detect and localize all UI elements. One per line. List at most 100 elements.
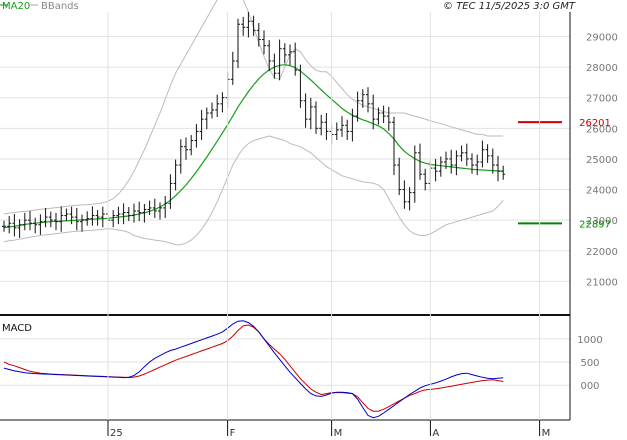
signal-series-line [3, 320, 504, 419]
price-bar [178, 139, 183, 174]
price-bar [438, 156, 443, 177]
price-bar [95, 210, 100, 226]
price-bar [168, 174, 173, 209]
price-bar [2, 220, 6, 232]
macd-y-tick-label: 1000 [577, 335, 602, 346]
price-bar [241, 16, 246, 36]
price-bar [470, 153, 474, 174]
price-bar [314, 101, 318, 134]
price-bar [7, 215, 12, 234]
ma20-legend-label: MA20 [2, 1, 30, 12]
price-bar [444, 151, 448, 170]
price-bar [85, 211, 90, 226]
price-bar [464, 143, 469, 166]
price-y-tick-label: 24000 [586, 186, 618, 197]
price-bar [12, 214, 17, 237]
price-bar [277, 39, 282, 81]
bbands-lower-line [3, 135, 504, 246]
header-legend: MA20 BBands © TEC 11/5/2025 3:0 GMT [0, 1, 576, 12]
price-bar [319, 114, 324, 136]
price-bar [376, 107, 381, 125]
price-bar [215, 94, 220, 117]
price-bar [308, 97, 313, 130]
price-y-tick-label: 23000 [586, 216, 618, 227]
price-bar [381, 105, 386, 124]
resistance-level-label: 26201 [579, 118, 611, 129]
price-bar [100, 206, 105, 228]
price-y-tick-label: 29000 [586, 32, 618, 43]
price-bar [386, 106, 391, 131]
price-bar [433, 158, 438, 182]
price-bar [210, 102, 214, 119]
price-bar [132, 203, 136, 223]
x-tick-label: M [542, 428, 551, 439]
price-bar [355, 91, 360, 122]
price-bar [230, 51, 235, 85]
support-level-label: 22897 [579, 219, 611, 230]
price-bar [397, 157, 402, 196]
price-bar [298, 64, 303, 108]
price-bar [485, 144, 490, 163]
x-tick-label: 25 [110, 428, 123, 439]
price-bar [340, 116, 344, 137]
price-bar [64, 208, 69, 222]
price-bar [303, 93, 308, 128]
price-bar [173, 159, 178, 191]
price-bar [418, 143, 422, 180]
price-bar [324, 113, 329, 140]
price-bar [334, 122, 339, 140]
price-bar [147, 200, 152, 215]
price-bar [111, 210, 116, 228]
price-bar [126, 207, 131, 222]
price-bar [17, 219, 22, 238]
price-panel: 21000 22000 23000 24000 25000 26000 27000 28000… [0, 0, 618, 289]
price-bar [163, 195, 168, 219]
price-bar [28, 210, 32, 231]
price-bar [38, 214, 43, 235]
price-bar [246, 12, 251, 38]
copyright-text: © TEC 11/5/2025 3:0 GMT [443, 1, 576, 12]
price-bar [33, 217, 38, 234]
macd-lines [3, 320, 504, 419]
x-axis: 25 F M A M [107, 12, 551, 439]
price-bar [152, 198, 157, 219]
bbands-legend-label: BBands [41, 1, 79, 12]
price-bar [267, 40, 272, 72]
x-tick-label: A [432, 428, 439, 439]
price-bar [74, 207, 79, 231]
price-bar [272, 53, 277, 79]
price-bar [43, 207, 48, 228]
price-bar [256, 23, 261, 47]
price-bar [236, 18, 240, 69]
price-bar [366, 87, 370, 113]
price-bar [48, 211, 53, 228]
price-bar [496, 155, 500, 182]
price-bar [116, 206, 121, 225]
price-bar [251, 15, 256, 36]
price-bar [69, 206, 74, 225]
price-bar [392, 116, 396, 176]
price-bar [480, 140, 485, 168]
x-tick-label: F [230, 428, 236, 439]
price-y-tick-label: 26000 [586, 124, 618, 135]
x-tick-label: M [334, 428, 343, 439]
price-bar [22, 212, 27, 231]
price-bar [54, 212, 58, 231]
price-bar [158, 202, 162, 220]
price-bar [350, 108, 355, 142]
price-y-tick-label: 28000 [586, 63, 618, 74]
price-bar [220, 92, 225, 113]
price-bar [402, 180, 407, 209]
price-bar [423, 168, 428, 191]
price-bar [142, 203, 147, 223]
price-bar [137, 201, 142, 222]
macd-y-tick-label: 500 [580, 358, 599, 369]
price-bar [449, 149, 454, 174]
price-bar [407, 187, 412, 211]
price-bar [184, 137, 188, 160]
price-bar [121, 203, 126, 225]
price-bar [194, 124, 199, 148]
price-bar [490, 148, 495, 174]
price-bar [189, 135, 194, 156]
